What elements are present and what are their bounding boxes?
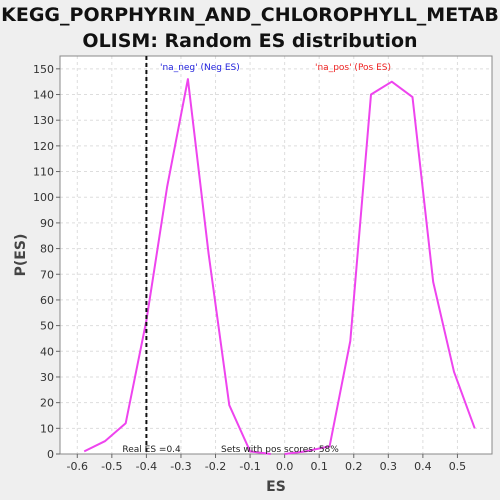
real-es-label: Real ES =0.4 [122, 445, 181, 455]
plot-frame [59, 55, 493, 455]
y-tick-label: 80 [40, 243, 54, 256]
x-axis-label: ES [266, 479, 286, 495]
legend-neg: 'na_neg' (Neg ES) [160, 63, 240, 73]
y-tick-label: 40 [40, 345, 54, 358]
y-tick-label: 0 [47, 448, 54, 461]
y-tick-label: 100 [33, 191, 54, 204]
grid [60, 56, 492, 455]
x-tick-label: -0.1 [239, 460, 260, 473]
y-tick-label: 50 [40, 320, 54, 333]
y-tick-label: 20 [40, 397, 54, 410]
y-tick-label: 110 [33, 166, 54, 179]
y-tick-label: 130 [33, 114, 54, 127]
x-tick-label: 0.1 [310, 460, 328, 473]
chart-title: KEGG_PORPHYRIN_AND_CHLOROPHYLL_METAB OLI… [0, 2, 500, 54]
plot-area [60, 56, 492, 454]
y-tick-label: 120 [33, 140, 54, 153]
y-tick-label: 30 [40, 371, 54, 384]
series-layer [83, 78, 476, 455]
x-tick-label: 0.0 [276, 460, 294, 473]
y-tick-label: 150 [33, 63, 54, 76]
y-tick-label: 60 [40, 294, 54, 307]
x-tick-label: 0.4 [414, 460, 432, 473]
x-tick-label: -0.4 [136, 460, 157, 473]
y-tick-label: 90 [40, 217, 54, 230]
x-tick-label: 0.2 [345, 460, 363, 473]
y-axis-label: P(ES) [13, 234, 29, 277]
y-tick-label: 140 [33, 89, 54, 102]
x-tick-label: 0.5 [449, 460, 467, 473]
series-line [83, 78, 271, 455]
x-tick-label: -0.2 [205, 460, 226, 473]
x-tick-label: -0.3 [170, 460, 191, 473]
chart-title-line-2: OLISM: Random ES distribution [82, 30, 418, 52]
y-tick-label: 10 [40, 422, 54, 435]
y-tick-label: 70 [40, 268, 54, 281]
x-tick-label: -0.5 [101, 460, 122, 473]
series-line [284, 80, 476, 455]
x-tick-label: 0.3 [380, 460, 398, 473]
annotations: Real ES =0.4 'na_neg' (Neg ES) 'na_pos' (P… [122, 56, 391, 455]
legend-pos: 'na_pos' (Pos ES) [315, 63, 391, 73]
chart-title-line-1: KEGG_PORPHYRIN_AND_CHLOROPHYLL_METAB [1, 4, 499, 26]
axes: -0.6 -0.5 -0.4 -0.3 -0.2 -0.1 0.0 0.1 0.2 0.3 0.4 0… [33, 55, 493, 473]
pos-scores-note: Sets with pos scores: 58% [221, 445, 339, 455]
x-tick-label: -0.6 [67, 460, 88, 473]
